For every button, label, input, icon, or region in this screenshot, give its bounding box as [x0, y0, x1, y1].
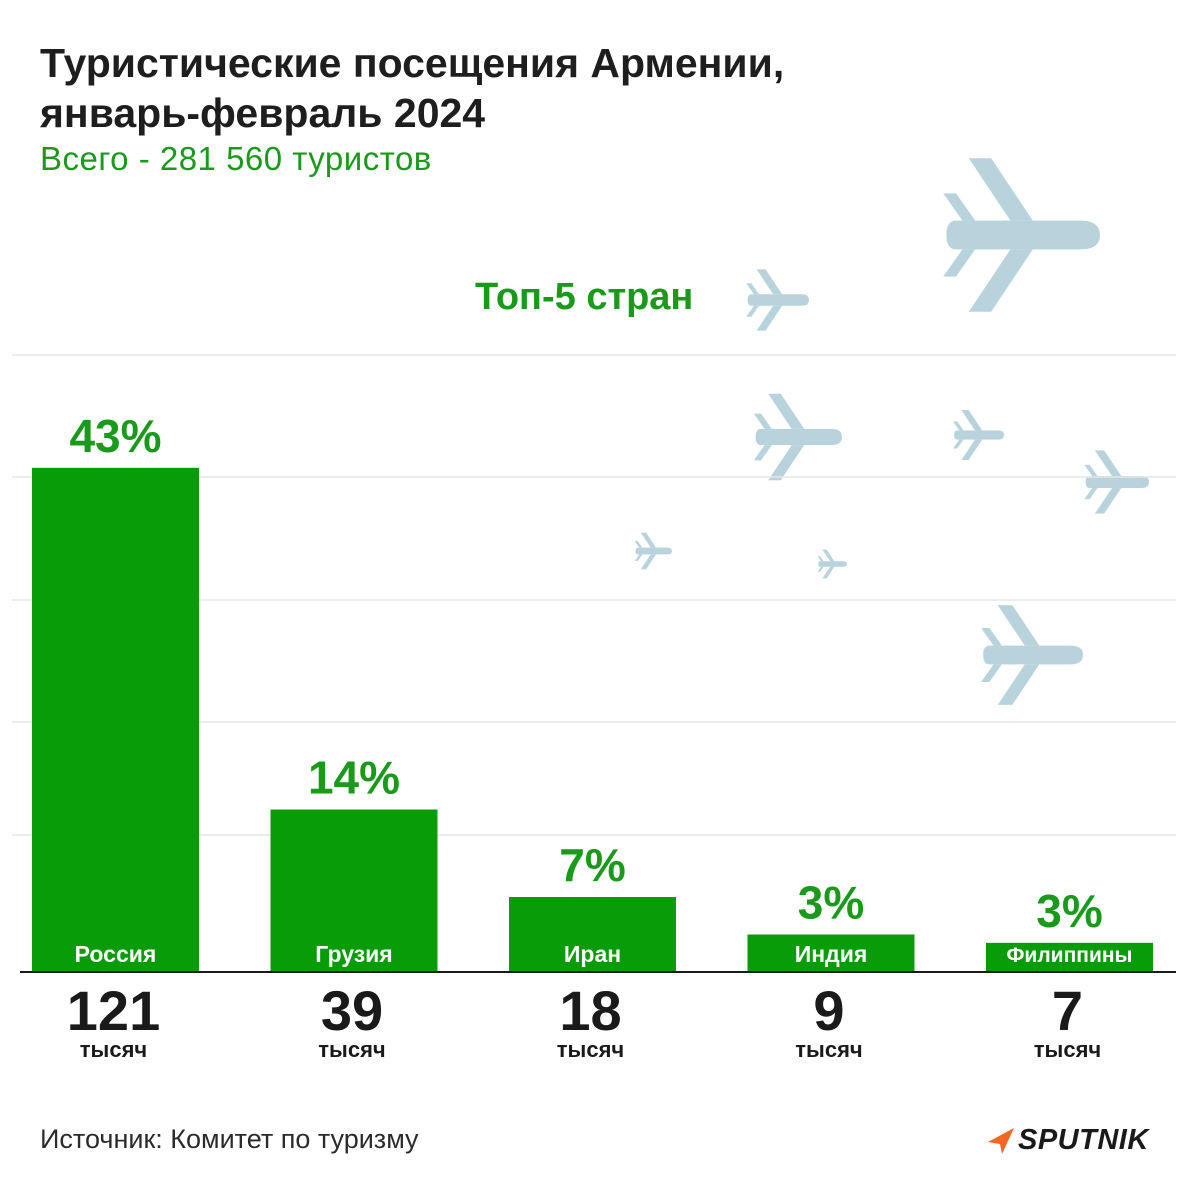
sputnik-wordmark: SPUTNIK — [1018, 1124, 1149, 1156]
bar-5 — [986, 942, 1153, 972]
sputnik-logo: SPUTNIK — [986, 1124, 1149, 1157]
plane-icon-3 — [753, 393, 842, 481]
bar-1 — [32, 467, 199, 972]
value-label-2: 39 — [321, 979, 383, 1042]
title-line-1: Туристические посещения Армении, — [40, 40, 785, 86]
planes-decoration — [634, 158, 1149, 705]
percent-label-5: 3% — [1036, 885, 1102, 937]
category-label-5: Филиппины — [1007, 944, 1133, 967]
percent-label-1: 43% — [69, 410, 161, 462]
percent-label-3: 7% — [559, 839, 625, 891]
value-label-4: 9 — [813, 979, 844, 1042]
bar-2 — [270, 809, 438, 972]
category-label-3: Иран — [564, 941, 621, 967]
category-label-1: Россия — [75, 941, 157, 967]
bars — [32, 467, 1153, 972]
plane-icon-7 — [817, 549, 847, 579]
bar-labels: 43%Россия121тысяч14%Грузия39тысяч7%Иран1… — [67, 410, 1133, 1062]
value-label-1: 121 — [67, 979, 160, 1042]
gridlines — [12, 354, 1176, 836]
plane-icon-6 — [634, 532, 672, 570]
bar-4 — [747, 934, 915, 972]
percent-label-2: 14% — [308, 752, 400, 804]
source-note: Источник: Комитет по туризму — [40, 1124, 419, 1154]
unit-label-2: тысяч — [318, 1037, 385, 1062]
percent-label-4: 3% — [798, 877, 864, 929]
plane-icon-4 — [953, 410, 1004, 460]
category-label-4: Индия — [795, 941, 868, 967]
category-label-2: Грузия — [315, 941, 392, 967]
unit-label-1: тысяч — [80, 1037, 147, 1062]
unit-label-5: тысяч — [1034, 1037, 1101, 1062]
bar-3 — [509, 897, 676, 972]
plane-icon-8 — [981, 605, 1083, 705]
plane-icon-5 — [1084, 450, 1149, 514]
unit-label-3: тысяч — [557, 1037, 624, 1062]
value-label-3: 18 — [559, 979, 621, 1042]
plane-icon-2 — [746, 269, 809, 331]
top-5-label: Топ-5 стран — [475, 276, 694, 318]
value-label-5: 7 — [1052, 979, 1083, 1042]
total-tourists-subtitle: Всего - 281 560 туристов — [40, 140, 432, 177]
unit-label-4: тысяч — [795, 1037, 862, 1062]
title-line-2: январь-февраль 2024 — [40, 90, 486, 136]
chart-title: Туристические посещения Армении, январь-… — [40, 38, 784, 138]
plane-icon-1 — [943, 158, 1100, 312]
sputnik-logo-icon — [988, 1127, 1014, 1154]
